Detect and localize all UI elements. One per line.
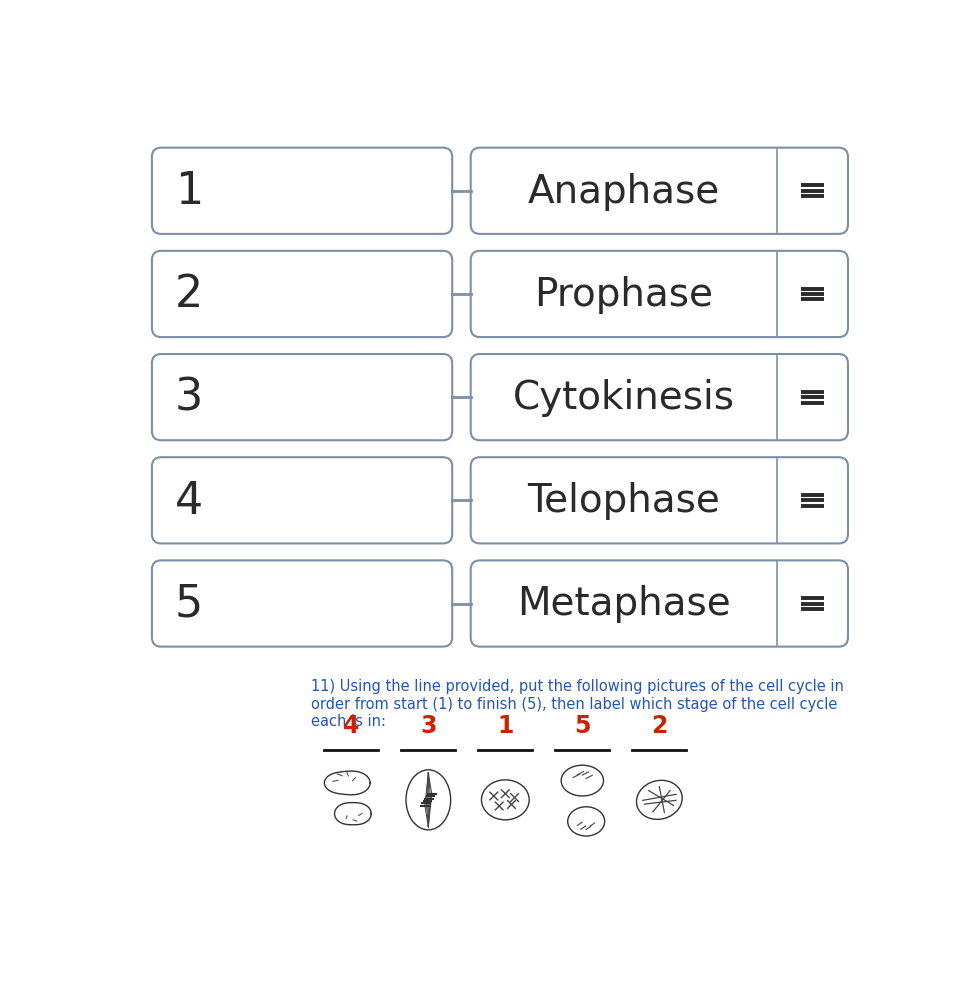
Text: Anaphase: Anaphase — [528, 173, 720, 211]
Text: Telophase: Telophase — [528, 482, 721, 520]
FancyBboxPatch shape — [152, 251, 452, 338]
Text: Prophase: Prophase — [535, 275, 713, 314]
Text: 2: 2 — [652, 713, 667, 737]
Text: 3: 3 — [420, 713, 436, 737]
FancyBboxPatch shape — [470, 148, 848, 235]
Text: Cytokinesis: Cytokinesis — [513, 379, 735, 416]
Text: 4: 4 — [175, 479, 204, 522]
FancyBboxPatch shape — [470, 561, 848, 647]
FancyBboxPatch shape — [152, 355, 452, 440]
Text: 4: 4 — [343, 713, 359, 737]
Text: 1: 1 — [175, 170, 204, 213]
Text: Metaphase: Metaphase — [517, 584, 730, 623]
Text: 1: 1 — [497, 713, 513, 737]
Text: 5: 5 — [574, 713, 590, 737]
FancyBboxPatch shape — [470, 251, 848, 338]
Text: 11) Using the line provided, put the following pictures of the cell cycle in
ord: 11) Using the line provided, put the fol… — [311, 679, 843, 729]
FancyBboxPatch shape — [470, 355, 848, 440]
Text: 2: 2 — [175, 273, 204, 316]
FancyBboxPatch shape — [152, 458, 452, 544]
Text: 3: 3 — [175, 377, 204, 419]
FancyBboxPatch shape — [152, 148, 452, 235]
Text: 5: 5 — [175, 582, 204, 625]
FancyBboxPatch shape — [152, 561, 452, 647]
FancyBboxPatch shape — [470, 458, 848, 544]
